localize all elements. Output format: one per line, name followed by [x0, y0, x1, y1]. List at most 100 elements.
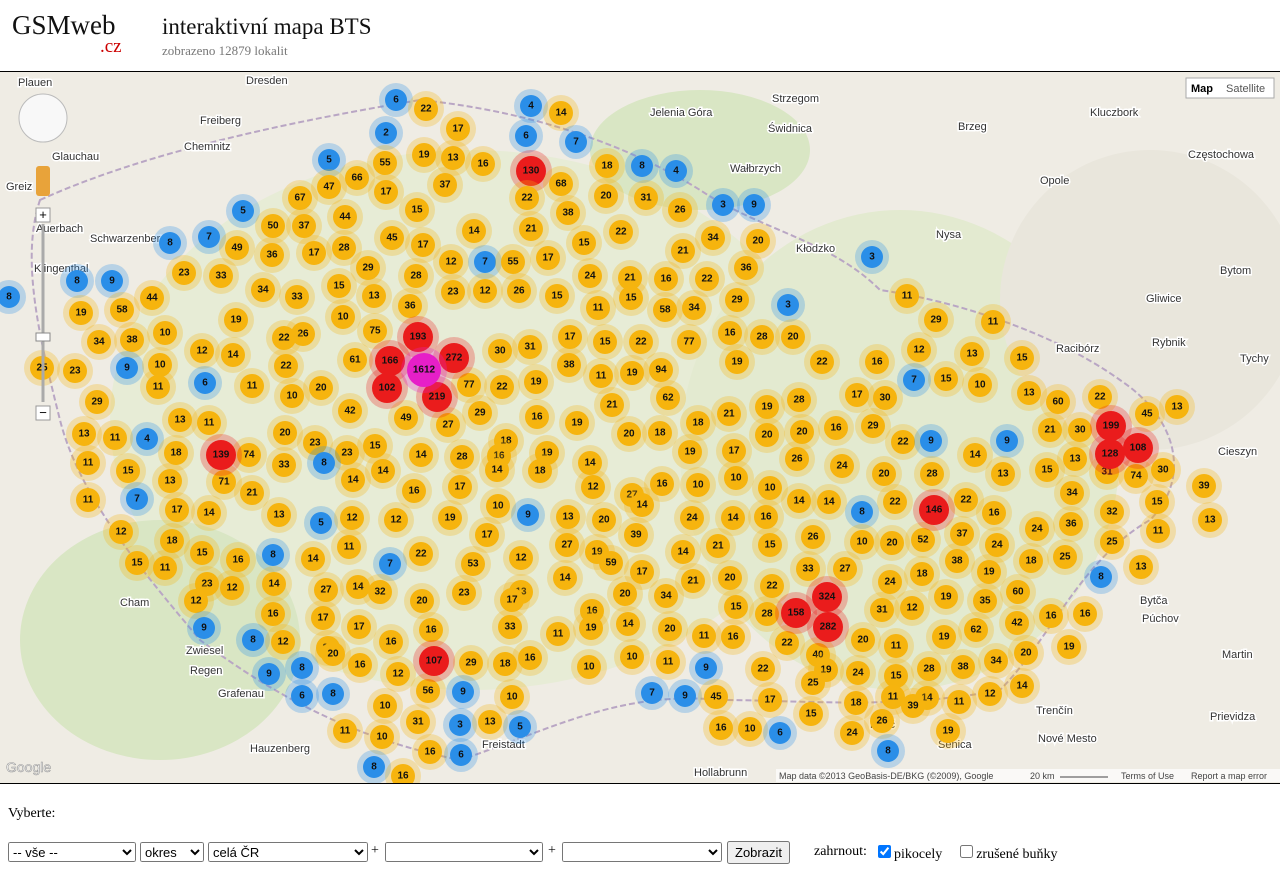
cluster-marker[interactable]: 15 — [566, 225, 602, 261]
pan-control[interactable] — [18, 93, 68, 143]
cluster-marker[interactable]: 33 — [279, 279, 315, 315]
cluster-marker[interactable]: 22 — [877, 484, 913, 520]
cluster-marker[interactable]: 14 — [365, 453, 401, 489]
cluster-marker[interactable]: 45 — [374, 220, 410, 256]
cluster-marker[interactable]: 9 — [737, 188, 771, 222]
cluster-marker[interactable]: 19 — [971, 554, 1007, 590]
cluster-marker[interactable]: 31 — [512, 329, 548, 365]
cluster-marker[interactable]: 45 — [698, 679, 734, 715]
cluster-marker[interactable]: 20 — [784, 414, 820, 450]
cluster-marker[interactable]: 20 — [845, 622, 881, 658]
cluster-marker[interactable]: 16 — [465, 146, 501, 182]
cluster-marker[interactable]: 18 — [904, 556, 940, 592]
cluster-marker[interactable]: 13 — [954, 336, 990, 372]
cluster-marker[interactable]: 10 — [367, 688, 403, 724]
cluster-marker[interactable]: 5 — [503, 710, 537, 744]
cluster-marker[interactable]: 14 — [665, 534, 701, 570]
cluster-marker[interactable]: 17 — [716, 433, 752, 469]
cluster-marker[interactable]: 3 — [771, 288, 805, 322]
cluster-marker[interactable]: 74 — [1118, 458, 1154, 494]
cluster-marker[interactable]: 24 — [840, 655, 876, 691]
cluster-marker[interactable]: 21 — [594, 387, 630, 423]
cluster-marker[interactable]: 139 — [200, 434, 242, 476]
cluster-marker[interactable]: 7 — [635, 676, 669, 710]
cluster-marker[interactable]: 13 — [66, 416, 102, 452]
cluster-marker[interactable]: 56 — [410, 673, 446, 709]
cluster-marker[interactable]: 38 — [939, 543, 975, 579]
cluster-marker[interactable]: 3 — [855, 240, 889, 274]
cluster-marker[interactable]: 28 — [911, 651, 947, 687]
cluster-marker[interactable]: 10 — [325, 299, 361, 335]
zoom-in[interactable] — [35, 207, 51, 223]
cluster-marker[interactable]: 34 — [245, 272, 281, 308]
cluster-marker[interactable]: 14 — [256, 566, 292, 602]
cluster-marker[interactable]: 16 — [519, 399, 555, 435]
cluster-marker[interactable]: 22 — [403, 536, 439, 572]
cluster-marker[interactable]: 38 — [114, 322, 150, 358]
cluster-marker[interactable]: 14 — [215, 337, 251, 373]
cluster-marker[interactable]: 34 — [978, 643, 1014, 679]
cluster-marker[interactable]: 38 — [551, 347, 587, 383]
cluster-marker[interactable]: 23 — [446, 575, 482, 611]
cluster-marker[interactable]: 13 — [1159, 389, 1195, 425]
cluster-marker[interactable]: 9 — [511, 498, 545, 532]
cluster-marker[interactable]: 15 — [1139, 484, 1175, 520]
select-region[interactable]: celá ČR — [208, 842, 368, 862]
cluster-marker[interactable]: 36 — [254, 237, 290, 273]
cluster-marker[interactable]: 193 — [397, 316, 439, 358]
cluster-marker[interactable]: 31 — [864, 592, 900, 628]
cluster-marker[interactable]: 15 — [928, 361, 964, 397]
cluster-marker[interactable]: 37 — [427, 167, 463, 203]
cluster-marker[interactable]: 146 — [913, 489, 955, 531]
cluster-marker[interactable]: 20 — [775, 319, 811, 355]
cluster-marker[interactable]: 12 — [103, 514, 139, 550]
cluster-marker[interactable]: 38 — [550, 195, 586, 231]
cluster-marker[interactable]: 22 — [769, 625, 805, 661]
cluster-marker[interactable]: 36 — [1053, 506, 1089, 542]
cluster-marker[interactable]: 4 — [130, 422, 164, 456]
cluster-marker[interactable]: 10 — [571, 649, 607, 685]
cluster-marker[interactable]: 39 — [618, 517, 654, 553]
cluster-marker[interactable]: 13 — [1011, 375, 1047, 411]
cluster-marker[interactable]: 17 — [469, 517, 505, 553]
cluster-marker[interactable]: 5 — [312, 143, 346, 177]
cluster-marker[interactable]: 13 — [985, 456, 1021, 492]
cluster-marker[interactable]: 33 — [266, 447, 302, 483]
select-tech[interactable] — [562, 842, 722, 862]
cluster-marker[interactable]: 29 — [855, 408, 891, 444]
cluster-marker[interactable]: 12 — [380, 656, 416, 692]
cluster-marker[interactable]: 19 — [928, 579, 964, 615]
cluster-marker[interactable]: 75 — [357, 313, 393, 349]
cluster-marker[interactable]: 20 — [267, 415, 303, 451]
cluster-marker[interactable]: 22 — [509, 180, 545, 216]
checkbox[interactable] — [960, 845, 974, 858]
cluster-marker[interactable]: 20 — [588, 178, 624, 214]
cluster-marker[interactable]: 14 — [715, 500, 751, 536]
cluster-marker[interactable]: 24 — [1019, 511, 1055, 547]
cluster-marker[interactable]: 9 — [446, 675, 480, 709]
cluster-marker[interactable]: 9 — [689, 651, 723, 685]
cluster-marker[interactable]: 6 — [188, 366, 222, 400]
cluster-marker[interactable]: 20 — [607, 576, 643, 612]
cluster-marker[interactable]: 59 — [593, 545, 629, 581]
terms[interactable]: Terms of Use — [1121, 771, 1174, 781]
checkbox-item[interactable]: pikocely — [874, 842, 942, 863]
cluster-marker[interactable]: 22 — [804, 344, 840, 380]
cluster-marker[interactable]: 12 — [901, 332, 937, 368]
cluster-marker[interactable]: 53 — [455, 546, 491, 582]
cluster-marker[interactable]: 22 — [1082, 379, 1118, 415]
cluster-marker[interactable]: 108 — [1117, 427, 1159, 469]
cluster-marker[interactable]: 33 — [492, 609, 528, 645]
cluster-marker[interactable]: 34 — [695, 220, 731, 256]
cluster-marker[interactable]: 11 — [234, 368, 270, 404]
cluster-marker[interactable]: 17 — [624, 554, 660, 590]
cluster-marker[interactable]: 38 — [945, 649, 981, 685]
cluster-marker[interactable]: 12 — [178, 583, 214, 619]
cluster-marker[interactable]: 12 — [378, 502, 414, 538]
cluster-marker[interactable]: 50 — [255, 208, 291, 244]
cluster-marker[interactable]: 5 — [226, 194, 260, 228]
cluster-marker[interactable]: 16 — [712, 315, 748, 351]
cluster-marker[interactable]: 20 — [866, 456, 902, 492]
cluster-marker[interactable]: 14 — [1004, 668, 1040, 704]
cluster-marker[interactable]: 13 — [162, 402, 198, 438]
